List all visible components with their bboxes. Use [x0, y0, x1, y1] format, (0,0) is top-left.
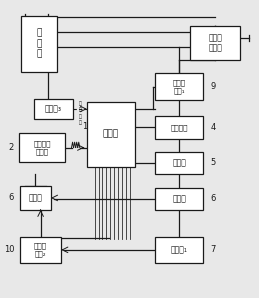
Bar: [20, 186, 51, 210]
Text: 变幅器₁: 变幅器₁: [171, 245, 188, 254]
Bar: [34, 99, 73, 119]
Text: 1: 1: [82, 122, 87, 131]
Text: 晋陡管: 晋陡管: [28, 193, 42, 202]
Bar: [155, 117, 203, 139]
Text: 电感器: 电感器: [172, 159, 186, 167]
Text: 10: 10: [4, 245, 15, 254]
Bar: [155, 237, 203, 263]
Bar: [155, 187, 203, 210]
Bar: [87, 102, 135, 167]
Text: 5: 5: [211, 159, 216, 167]
Text: 入: 入: [79, 120, 82, 125]
Text: 控制器: 控制器: [103, 130, 119, 139]
Text: 7: 7: [211, 245, 216, 254]
Text: 9: 9: [211, 82, 216, 91]
Text: 2: 2: [8, 143, 14, 152]
Text: 4: 4: [211, 123, 216, 132]
Text: 电流互
感器₂: 电流互 感器₂: [34, 243, 47, 257]
Bar: [155, 152, 203, 174]
Bar: [19, 133, 65, 162]
Text: 输: 输: [79, 114, 82, 119]
Bar: [20, 237, 61, 263]
Text: 单相接
地电阶: 单相接 地电阶: [208, 33, 222, 53]
Text: 6: 6: [211, 194, 216, 203]
Text: 6: 6: [8, 193, 14, 202]
Text: 号: 号: [79, 107, 82, 112]
Text: 信: 信: [79, 100, 82, 105]
Text: 触发器: 触发器: [172, 194, 186, 203]
Text: 信号滤波
滤波器: 信号滤波 滤波器: [33, 140, 51, 155]
Bar: [21, 15, 57, 72]
Bar: [190, 26, 240, 60]
Text: 交
流
电: 交 流 电: [37, 29, 42, 59]
Bar: [155, 73, 203, 100]
Text: 变压器₃: 变压器₃: [45, 105, 62, 114]
Text: 移相开关: 移相开关: [170, 124, 188, 131]
Text: 电压互
感器₁: 电压互 感器₁: [172, 80, 186, 94]
